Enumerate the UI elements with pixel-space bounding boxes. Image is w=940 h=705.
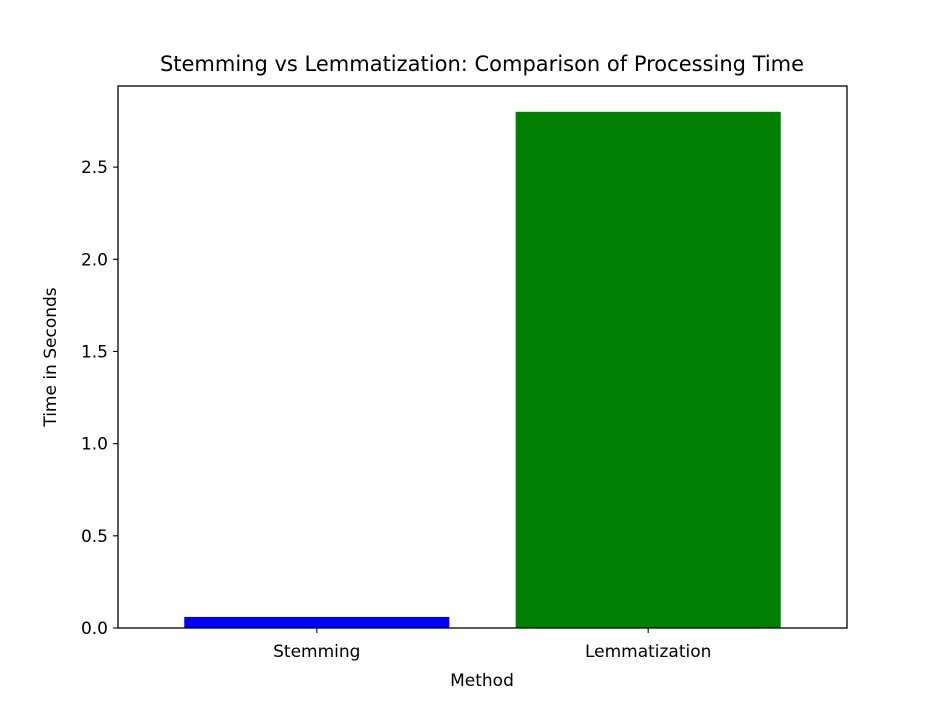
y-axis: 0.0 0.5 1.0 1.5 2.0 2.5 xyxy=(81,158,118,639)
y-tick-label: 2.0 xyxy=(81,250,108,270)
x-tick-label: Stemming xyxy=(273,642,360,662)
plot-frame xyxy=(117,85,848,629)
plot-area xyxy=(117,85,848,629)
x-axis-label: Method xyxy=(450,671,514,691)
x-tick-label: Lemmatization xyxy=(585,642,711,662)
y-tick-label: 1.5 xyxy=(81,342,108,362)
bar-stemming xyxy=(184,616,450,628)
bars-layer xyxy=(184,111,781,628)
bar-lemmatization xyxy=(515,111,781,628)
y-tick-label: 2.5 xyxy=(81,158,108,178)
x-axis: Stemming Lemmatization xyxy=(273,628,711,662)
y-tick-label: 1.0 xyxy=(81,435,108,455)
y-tick-label: 0.5 xyxy=(81,527,108,547)
y-tick-label: 0.0 xyxy=(81,619,108,639)
y-axis-label: Time in Seconds xyxy=(41,287,61,427)
chart-title: Stemming vs Lemmatization: Comparison of… xyxy=(160,52,804,76)
